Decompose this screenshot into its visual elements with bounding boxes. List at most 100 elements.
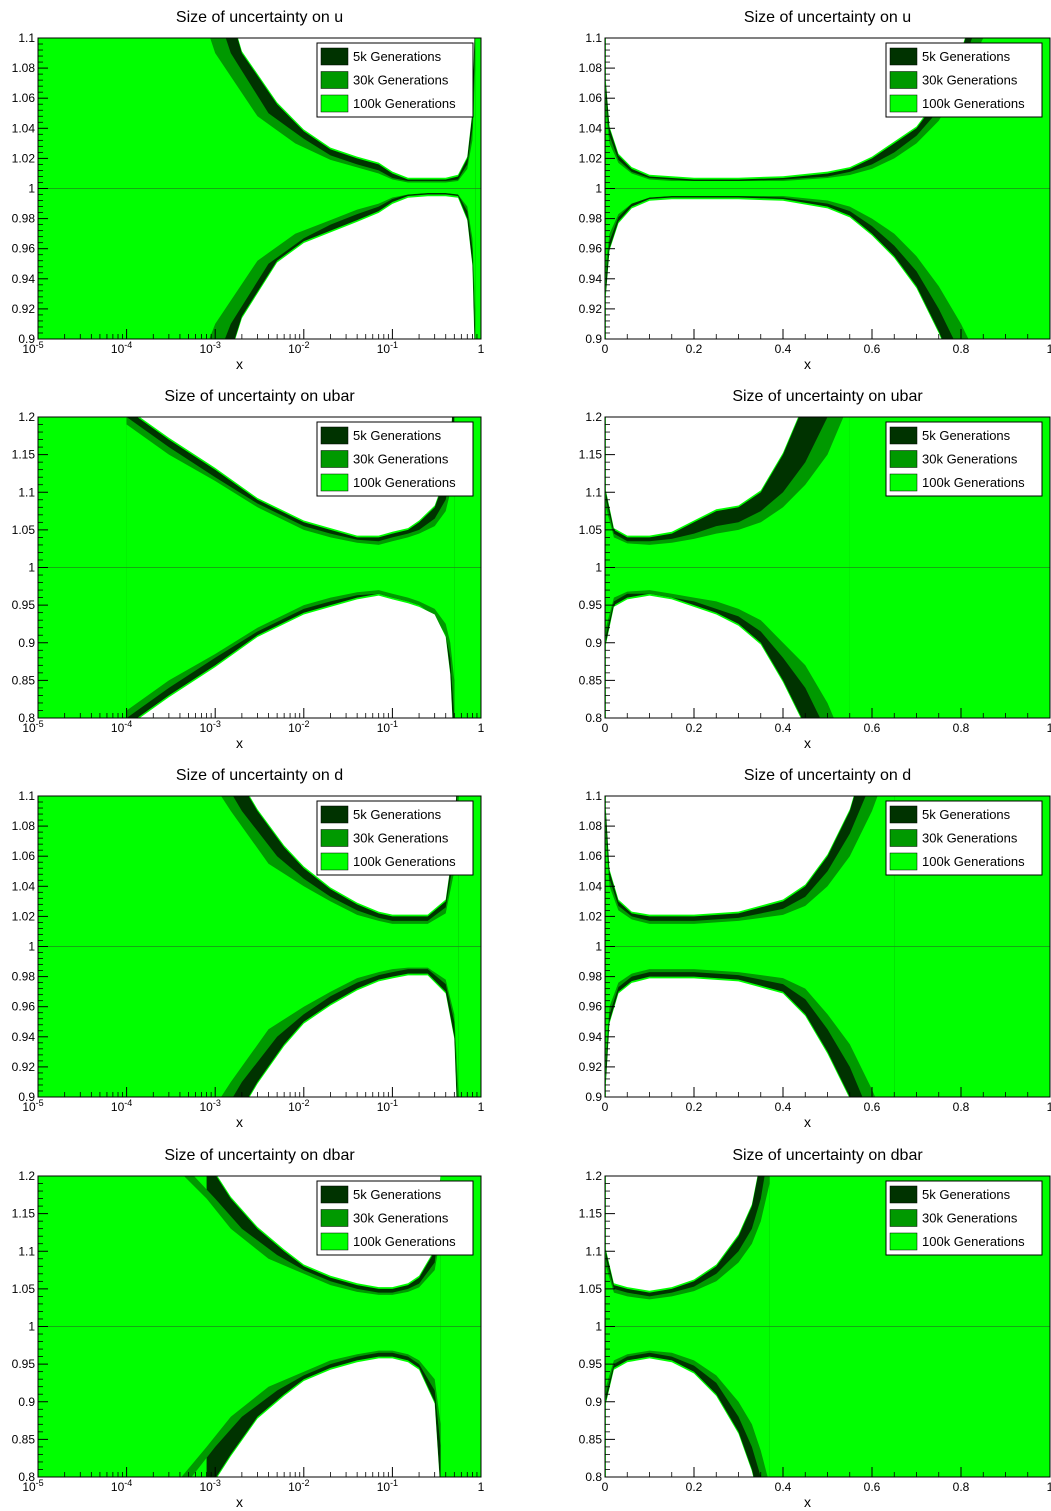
y-tick-label: 0.96	[12, 1000, 36, 1014]
legend-swatch	[889, 450, 918, 468]
legend-label: 30k Generations	[922, 1211, 1018, 1226]
x-tick-label: 0.8	[953, 721, 970, 735]
legend-label: 5k Generations	[353, 428, 442, 443]
plot-area	[38, 417, 481, 718]
x-tick-label: 0.2	[686, 721, 703, 735]
x-axis-label: x	[236, 735, 243, 751]
legend: 5k Generations 30k Generations 100k Genera…	[316, 42, 474, 118]
region-above-band	[605, 1176, 758, 1291]
legend-label: 100k Generations	[922, 1234, 1025, 1249]
chart-title: Size of uncertainty on dbar	[732, 1147, 923, 1164]
legend-label: 100k Generations	[922, 96, 1025, 111]
y-tick-label: 1.15	[12, 1207, 36, 1221]
x-tick-label: 0.4	[775, 721, 792, 735]
band-100k	[605, 1183, 770, 1477]
y-tick-label: 0.9	[585, 636, 602, 650]
y-tick-label: 0.98	[579, 212, 603, 226]
x-tick-label: 10-4	[111, 1478, 132, 1494]
legend-swatch	[889, 1185, 918, 1204]
y-tick-label: 1.06	[579, 91, 603, 105]
y-tick-label: 0.8	[585, 711, 602, 725]
x-axis-label: x	[804, 1114, 811, 1130]
legend: 5k Generations 30k Generations 100k Genera…	[885, 1180, 1043, 1256]
x-tick-label: 0	[602, 1480, 609, 1494]
chart-panel: 0.8 0.85 0.9 0.95 1 1.05 1.1 1.15 1.2 10-5 10-4 10-…	[12, 1147, 485, 1510]
x-axis-label: x	[236, 1114, 243, 1130]
legend: 5k Generations 30k Generations 100k Genera…	[885, 42, 1043, 118]
legend-swatch	[320, 473, 349, 492]
y-tick-label: 0.98	[579, 970, 603, 984]
legend-swatch	[889, 852, 918, 871]
x-tick-label: 10-4	[111, 340, 132, 356]
chart-panel: 0.9 0.92 0.94 0.96 0.98 1 1.02 1.04 1.06 1.08 1.1 1…	[12, 9, 485, 372]
x-tick-label: 0.6	[864, 1480, 881, 1494]
legend-label: 30k Generations	[353, 831, 449, 846]
y-tick-label: 1.04	[12, 121, 36, 135]
y-tick-label: 0.85	[579, 673, 603, 687]
y-tick-label: 1.02	[579, 151, 603, 165]
legend-swatch	[889, 805, 918, 824]
legend: 5k Generations 30k Generations 100k Genera…	[316, 1180, 474, 1256]
y-tick-label: 1.02	[12, 151, 36, 165]
legend-swatch	[889, 1232, 918, 1251]
chart-title: Size of uncertainty on d	[176, 767, 343, 784]
y-tick-label: 1.05	[579, 1282, 603, 1296]
y-tick-label: 0.92	[579, 1060, 603, 1074]
legend-swatch	[320, 1209, 349, 1227]
y-tick-label: 1.1	[18, 1244, 35, 1258]
y-tick-label: 1	[595, 940, 602, 954]
chart-title: Size of uncertainty on u	[744, 9, 911, 26]
y-tick-label: 1.1	[585, 31, 602, 45]
y-tick-label: 1.2	[585, 410, 602, 424]
legend-label: 30k Generations	[922, 452, 1018, 467]
y-tick-label: 1.15	[579, 1207, 603, 1221]
y-tick-label: 0.9	[18, 636, 35, 650]
x-tick-label: 0.2	[686, 342, 703, 356]
x-tick-label: 0.2	[686, 1100, 703, 1114]
legend-label: 100k Generations	[353, 854, 456, 869]
chart-title: Size of uncertainty on ubar	[732, 388, 923, 405]
x-tick-label: 0.4	[775, 1480, 792, 1494]
x-tick-label: 1	[1047, 1100, 1051, 1114]
y-tick-label: 1.02	[12, 909, 36, 923]
legend-swatch	[889, 473, 918, 492]
x-tick-label: 10-5	[22, 1098, 43, 1114]
y-tick-label: 0.94	[579, 1030, 603, 1044]
region-above-band	[605, 796, 854, 915]
plot-area	[38, 796, 481, 1097]
legend-label: 5k Generations	[353, 49, 442, 64]
legend-label: 5k Generations	[922, 428, 1011, 443]
legend-swatch	[889, 71, 918, 89]
legend-swatch	[889, 1209, 918, 1227]
x-tick-label: 0.4	[775, 1100, 792, 1114]
legend-swatch	[889, 47, 918, 66]
y-tick-label: 1.05	[12, 1282, 36, 1296]
y-tick-label: 0.8	[18, 1470, 35, 1484]
x-axis-label: x	[804, 356, 811, 372]
chart-panel: 0.9 0.92 0.94 0.96 0.98 1 1.02 1.04 1.06 1.08 1.1 0…	[579, 767, 1051, 1130]
y-tick-label: 1.2	[585, 1169, 602, 1183]
y-tick-label: 0.9	[18, 332, 35, 346]
x-tick-label: 10-4	[111, 1098, 132, 1114]
chart-panel: 0.8 0.85 0.9 0.95 1 1.05 1.1 1.15 1.2 0 0.2 0.4 0.6 0…	[579, 1147, 1051, 1510]
y-tick-label: 0.94	[579, 272, 603, 286]
chart-panel: 0.8 0.85 0.9 0.95 1 1.05 1.1 1.15 1.2 0 0.2 0.4 0.6 0…	[579, 388, 1051, 751]
x-tick-label: 0.8	[953, 342, 970, 356]
y-tick-label: 1.08	[12, 819, 36, 833]
y-tick-label: 0.95	[579, 598, 603, 612]
region-below-band	[249, 975, 457, 1097]
y-tick-label: 0.9	[585, 1395, 602, 1409]
y-tick-label: 0.98	[12, 970, 36, 984]
legend-swatch	[320, 94, 349, 113]
chart-title: Size of uncertainty on ubar	[164, 388, 355, 405]
y-tick-label: 1	[28, 182, 35, 196]
y-tick-label: 0.92	[12, 1060, 36, 1074]
legend-label: 30k Generations	[922, 831, 1018, 846]
x-tick-label: 1	[478, 1480, 485, 1494]
y-tick-label: 0.9	[585, 332, 602, 346]
x-tick-label: 10-2	[288, 1098, 309, 1114]
x-tick-label: 0.8	[953, 1100, 970, 1114]
x-tick-label: 1	[478, 342, 485, 356]
y-tick-label: 0.96	[579, 1000, 603, 1014]
